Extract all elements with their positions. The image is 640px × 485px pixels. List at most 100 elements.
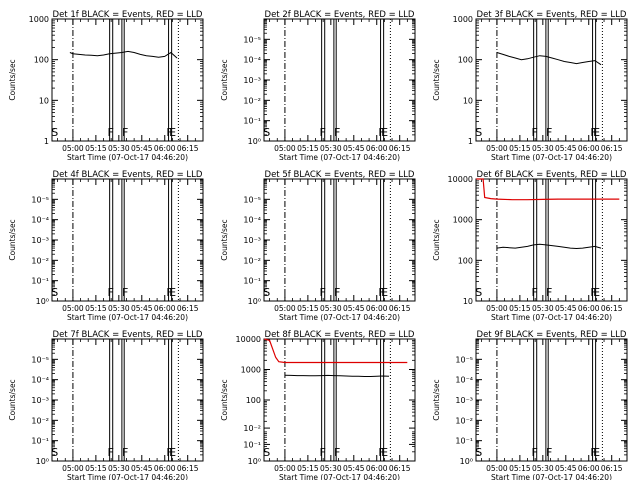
- x-tick-label: 05:30: [108, 464, 130, 473]
- y-tick-label: 10⁻⁵: [455, 355, 473, 364]
- y-tick-label: 10⁻²: [31, 256, 49, 265]
- marker-label: F: [166, 286, 172, 299]
- panel-title: Det 3f BLACK = Events, RED = LLD: [477, 10, 627, 20]
- y-tick-label: 10⁻¹: [243, 117, 261, 126]
- y-tick-label: 1000: [241, 366, 261, 375]
- y-tick-label: 10⁻¹: [31, 277, 49, 286]
- x-tick-label: 05:00: [62, 144, 84, 153]
- marker-label: F: [378, 446, 384, 459]
- marker-label: F: [319, 286, 325, 299]
- x-tick-label: 06:00: [578, 144, 600, 153]
- x-axis-label: Start Time (07-Oct-17 04:46:20): [67, 153, 188, 162]
- marker-label: F: [319, 446, 325, 459]
- x-tick-label: 05:00: [274, 144, 296, 153]
- panel-title: Det 4f BLACK = Events, RED = LLD: [53, 170, 203, 180]
- x-tick-label: 06:00: [578, 304, 600, 313]
- y-tick-label: 10⁰: [248, 137, 261, 146]
- y-tick-label: 10⁰: [36, 297, 49, 306]
- marker-label: E: [381, 446, 388, 459]
- x-tick-label: 06:15: [601, 144, 623, 153]
- panel-title: Det 8f BLACK = Events, RED = LLD: [265, 330, 415, 340]
- x-tick-label: 06:15: [601, 464, 623, 473]
- x-tick-label: 06:00: [366, 144, 388, 153]
- plot-frame: [475, 18, 628, 142]
- x-axis-label: Start Time (07-Oct-17 04:46:20): [491, 313, 612, 322]
- marker-label: F: [531, 126, 537, 139]
- marker-label: F: [546, 286, 552, 299]
- x-tick-label: 05:00: [62, 464, 84, 473]
- marker-label: F: [122, 286, 128, 299]
- x-tick-label: 06:15: [177, 304, 199, 313]
- panel-det-4f: Det 4f BLACK = Events, RED = LLD 10⁰ 10⁻¹ 1…: [8, 170, 204, 322]
- x-tick-label: 05:15: [509, 144, 531, 153]
- marker-label: E: [381, 126, 388, 139]
- y-tick-label: 100: [246, 396, 261, 405]
- y-axis-label: Counts/sec: [220, 379, 229, 420]
- plot-frame: [263, 338, 416, 462]
- y-tick-label: 10⁻⁵: [243, 195, 261, 204]
- x-axis-label: Start Time (07-Oct-17 04:46:20): [67, 313, 188, 322]
- marker-label: F: [531, 286, 537, 299]
- x-tick-label: 05:15: [509, 304, 531, 313]
- marker-label: F: [319, 126, 325, 139]
- y-tick-label: 10⁻¹: [243, 277, 261, 286]
- x-tick-label: 05:30: [320, 144, 342, 153]
- series-line-lld: [264, 338, 408, 364]
- marker-label: S: [475, 286, 482, 299]
- y-tick-label: 10⁻¹: [31, 437, 49, 446]
- y-tick-label: 10: [463, 297, 473, 306]
- x-tick-label: 06:15: [389, 464, 411, 473]
- x-tick-label: 05:00: [486, 144, 508, 153]
- y-axis-label: Counts/sec: [8, 59, 17, 100]
- x-tick-label: 05:30: [108, 144, 130, 153]
- marker-label: S: [263, 286, 270, 299]
- x-tick-label: 05:15: [297, 144, 319, 153]
- y-tick-label: 10: [39, 96, 49, 105]
- x-tick-label: 05:00: [486, 304, 508, 313]
- panel-det-7f: Det 7f BLACK = Events, RED = LLD 10⁰ 10⁻¹ 1…: [8, 330, 204, 482]
- y-tick-label: 10⁻³: [243, 76, 261, 85]
- y-axis-label: Counts/sec: [220, 219, 229, 260]
- marker-label: S: [51, 126, 58, 139]
- marker-label: F: [334, 286, 340, 299]
- x-tick-label: 05:00: [274, 464, 296, 473]
- x-tick-label: 06:00: [366, 464, 388, 473]
- y-tick-label: 10⁻²: [31, 416, 49, 425]
- x-tick-label: 06:00: [366, 304, 388, 313]
- marker-label: S: [475, 446, 482, 459]
- x-tick-label: 05:15: [297, 304, 319, 313]
- y-tick-label: 10⁻⁴: [243, 56, 261, 65]
- marker-label: E: [593, 286, 600, 299]
- y-axis-label: Counts/sec: [432, 219, 441, 260]
- marker-label: E: [593, 446, 600, 459]
- y-tick-label: 10⁻²: [455, 416, 473, 425]
- panel-title: Det 6f BLACK = Events, RED = LLD: [477, 170, 627, 180]
- x-tick-label: 05:15: [85, 144, 107, 153]
- x-tick-label: 06:15: [389, 144, 411, 153]
- panel-det-2f: Det 2f BLACK = Events, RED = LLD 10⁰ 10⁻¹ 1…: [220, 10, 416, 162]
- y-tick-label: 1000: [453, 15, 473, 24]
- y-tick-label: 10⁻⁴: [31, 216, 49, 225]
- y-axis-label: Counts/sec: [220, 59, 229, 100]
- series-line-lld: [476, 178, 620, 201]
- x-tick-label: 05:00: [486, 464, 508, 473]
- series-line-events: [496, 243, 602, 250]
- y-tick-label: 10⁻²: [243, 96, 261, 105]
- marker-label: F: [107, 126, 113, 139]
- y-axis-label: Counts/sec: [432, 59, 441, 100]
- x-tick-label: 06:00: [154, 144, 176, 153]
- x-tick-label: 06:00: [578, 464, 600, 473]
- x-tick-label: 05:45: [131, 464, 153, 473]
- y-axis-label: Counts/sec: [432, 379, 441, 420]
- plot-frame: [51, 18, 204, 142]
- panel-det-3f: Det 3f BLACK = Events, RED = LLD 1 10 100 10…: [432, 10, 628, 162]
- x-tick-label: 05:45: [555, 464, 577, 473]
- x-axis-label: Start Time (07-Oct-17 04:46:20): [67, 473, 188, 480]
- y-axis-label: Counts/sec: [8, 379, 17, 420]
- x-tick-label: 05:45: [343, 144, 365, 153]
- marker-label: E: [593, 126, 600, 139]
- marker-label: F: [546, 446, 552, 459]
- x-tick-label: 06:15: [177, 464, 199, 473]
- y-tick-label: 10⁻⁴: [31, 376, 49, 385]
